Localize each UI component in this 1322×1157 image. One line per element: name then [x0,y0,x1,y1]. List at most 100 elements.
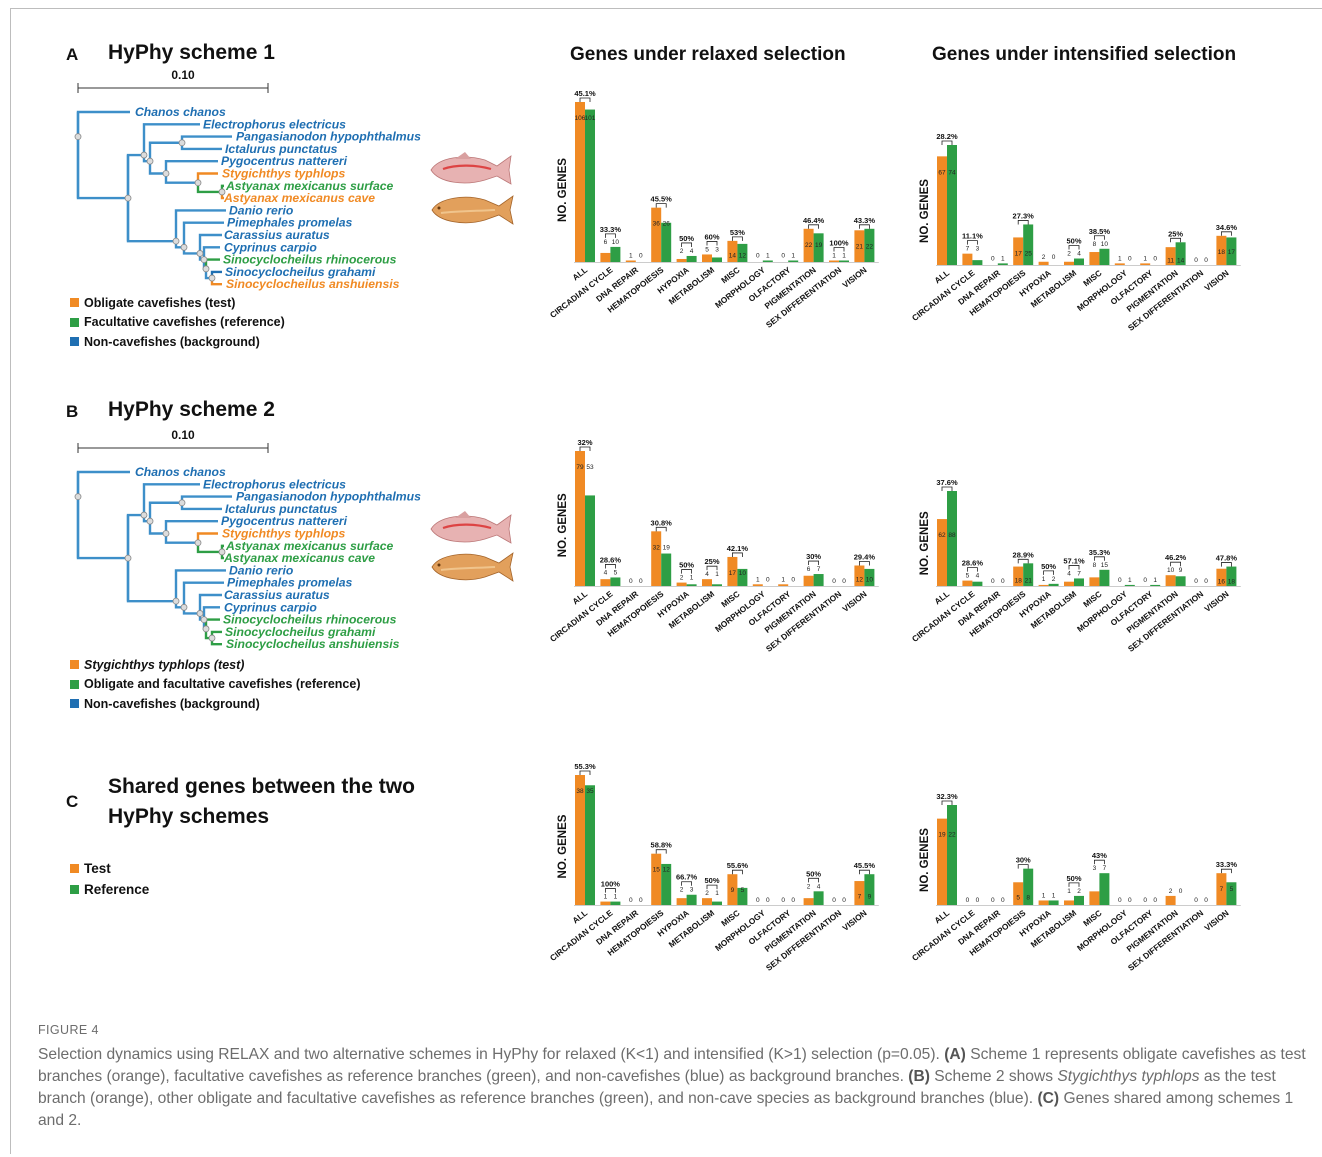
value-label: 7 [1103,865,1107,872]
bar-reference [1124,584,1135,586]
bar-reference [1048,900,1059,905]
caption-b-label: (B) [908,1068,930,1085]
bar-test [803,575,814,586]
value-label: 1 [629,252,633,259]
bar-test [854,230,865,262]
percent-label: 55.6% [727,861,749,870]
percent-label: 42.1% [727,544,749,553]
value-label: 0 [842,578,846,585]
percent-bracket [706,884,718,890]
value-label: 11 [1167,257,1174,264]
percent-label: 27.3% [1013,211,1035,220]
percent-bracket [655,203,667,208]
value-label: 10 [612,239,620,246]
value-label: 17 [1015,250,1023,257]
bar-reference [813,891,824,905]
percent-label: 50% [806,869,821,878]
value-label: 2 [1042,254,1046,261]
value-label: 14 [1177,257,1185,264]
bar-test [1064,581,1074,586]
percent-bracket [1043,570,1054,575]
percent-label: 30% [1016,856,1031,865]
bar-reference [712,584,722,586]
bar-test [778,584,789,586]
value-label: 0 [1143,897,1147,904]
tree-branch [164,173,198,184]
tree-branch [142,483,200,516]
percent-bracket [859,869,870,875]
percent-bracket [1170,237,1181,243]
bar-reference [585,495,595,586]
tree-branch [148,521,166,535]
bar-reference [1175,576,1186,586]
tree-node [178,139,186,147]
tree-node [200,256,208,264]
bar-reference [864,874,875,905]
value-label: 0 [629,578,633,585]
percent-label: 50% [1066,874,1081,883]
panel-b-letter: B [66,402,79,421]
category-label: VISION [1202,268,1230,293]
value-label: 3 [715,246,719,253]
value-label: 0 [1153,255,1157,262]
bar-reference [864,228,875,262]
taxon-label: Carassius auratus [224,228,330,242]
value-label: 1 [715,571,719,578]
value-label: 2 [1077,888,1081,895]
tree-branch [174,209,226,242]
bar-test [1089,577,1100,586]
taxon-label: Pimephales promelas [227,216,353,230]
value-label: 17 [1228,249,1236,256]
percent-label: 55.3% [574,762,596,771]
bar-test [937,818,947,905]
bar-test [1165,895,1176,905]
tree-branch [76,110,130,137]
figure-caption: FIGURE 4 Selection dynamics using RELAX … [38,1019,1308,1132]
bar-test [1064,900,1074,905]
percent-label: 25% [1168,229,1183,238]
value-label: 5 [705,246,709,253]
bar-test [600,252,611,262]
tree-branch [142,123,200,156]
tree-branch [148,161,166,175]
value-label: 0 [639,897,643,904]
bar-reference [864,568,875,586]
value-label: 5 [1230,886,1234,893]
legend-label: Reference [84,882,150,897]
percent-bracket [1170,561,1181,567]
percent-label: 53% [730,228,745,237]
bar-test [575,102,585,262]
bar-test [702,898,712,905]
tree-node [146,517,154,525]
percent-bracket [808,877,819,883]
percent-label: 30.8% [651,518,673,527]
percent-bracket [941,140,953,145]
bar-test [1013,882,1024,905]
value-label: 5 [1016,894,1020,901]
percent-label: 45.1% [574,89,596,98]
scale-bar-label: 0.10 [171,428,195,442]
tree-node [74,493,82,501]
value-label: 14 [729,252,737,259]
percent-bracket [859,224,870,229]
taxon-label: Ictalurus punctatus [225,142,338,156]
panel-a-title: HyPhy scheme 1 [108,41,275,64]
value-label: 36 [653,221,661,228]
percent-label: 28.9% [1013,550,1035,559]
percent-bracket [1017,864,1029,869]
legend-a-item: Non-cavefishes (background) [70,332,285,352]
legend-b-item: Stygichthys typhlops (test) [70,655,361,675]
bar-reference [686,255,697,262]
taxon-label: Astyanax mexicanus surface [225,179,394,193]
percent-label: 60% [704,232,719,241]
value-label: 15 [1101,562,1109,569]
tree-node [140,511,148,519]
percent-bracket [579,446,591,451]
bar-test [1216,235,1227,265]
legend-label: Test [84,861,111,876]
bar-test [625,260,636,262]
value-label: 0 [991,897,995,904]
tree-branch [126,198,176,243]
